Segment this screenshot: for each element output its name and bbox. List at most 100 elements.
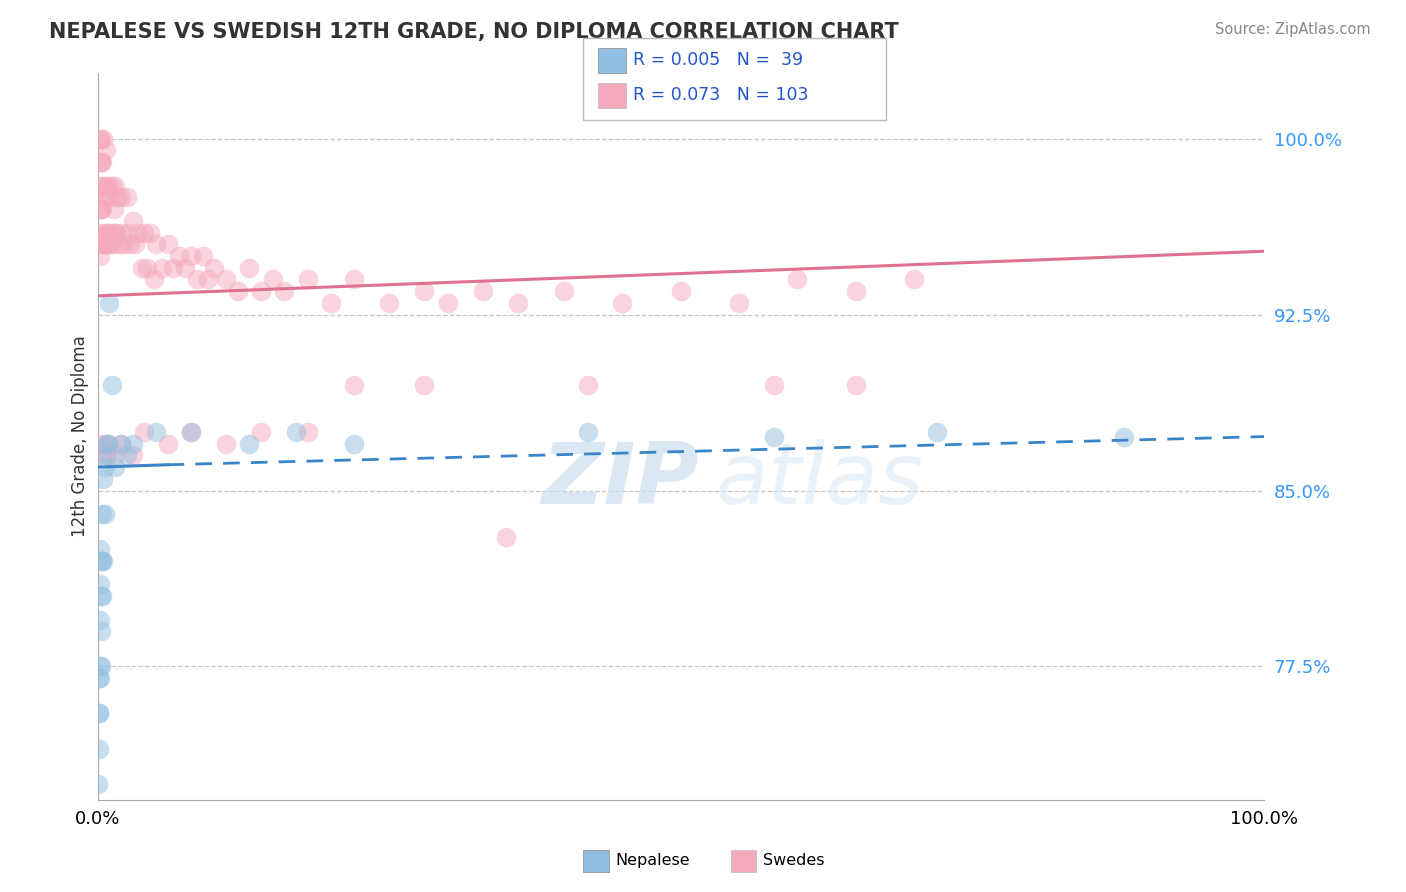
Point: [90, 659, 112, 673]
Point: [96, 226, 118, 240]
Point: [180, 249, 202, 263]
Point: [93, 460, 115, 475]
Point: [413, 284, 436, 298]
Point: [89, 202, 111, 216]
Point: [93, 237, 115, 252]
Point: [115, 190, 138, 204]
Point: [97, 178, 120, 193]
Point: [728, 296, 751, 310]
Point: [612, 296, 634, 310]
Point: [121, 449, 143, 463]
Point: [121, 436, 143, 450]
Point: [105, 226, 128, 240]
Point: [90, 131, 112, 145]
Point: [156, 237, 179, 252]
Point: [107, 190, 129, 204]
Point: [87, 131, 110, 145]
Point: [100, 378, 122, 392]
Point: [104, 449, 127, 463]
Point: [186, 272, 208, 286]
Point: [135, 260, 157, 275]
Point: [215, 272, 238, 286]
Point: [150, 260, 173, 275]
Point: [112, 237, 135, 252]
Point: [90, 589, 112, 603]
Point: [115, 226, 138, 240]
Text: Source: ZipAtlas.com: Source: ZipAtlas.com: [1215, 22, 1371, 37]
Point: [93, 190, 115, 204]
Point: [139, 226, 162, 240]
Point: [174, 260, 197, 275]
Point: [90, 237, 112, 252]
Point: [215, 436, 238, 450]
Point: [343, 436, 366, 450]
Point: [93, 507, 115, 521]
Point: [93, 131, 115, 145]
Point: [89, 155, 111, 169]
Point: [91, 155, 114, 169]
Point: [91, 237, 114, 252]
Point: [93, 178, 115, 193]
Point: [96, 449, 118, 463]
Point: [162, 260, 184, 275]
Point: [100, 226, 122, 240]
Point: [96, 449, 118, 463]
Point: [97, 436, 120, 450]
Point: [495, 531, 517, 545]
Text: R = 0.005   N =  39: R = 0.005 N = 39: [633, 51, 803, 69]
Point: [250, 425, 273, 439]
Point: [91, 589, 114, 603]
Point: [94, 237, 117, 252]
Point: [202, 260, 225, 275]
Point: [87, 741, 110, 756]
Point: [120, 237, 142, 252]
Point: [142, 272, 165, 286]
Point: [110, 436, 132, 450]
Point: [104, 226, 127, 240]
Point: [90, 155, 112, 169]
Point: [97, 226, 120, 240]
Point: [669, 284, 692, 298]
Point: [90, 554, 112, 568]
Text: R = 0.073   N = 103: R = 0.073 N = 103: [633, 86, 808, 103]
Point: [134, 425, 156, 439]
Point: [98, 436, 121, 450]
Point: [89, 613, 111, 627]
Point: [91, 507, 114, 521]
Point: [927, 425, 949, 439]
Point: [121, 214, 143, 228]
Point: [763, 429, 786, 443]
Point: [94, 436, 117, 450]
Point: [93, 554, 115, 568]
Point: [89, 671, 111, 685]
Point: [180, 425, 202, 439]
Point: [297, 425, 319, 439]
Point: [145, 425, 167, 439]
Point: [319, 296, 342, 310]
Point: [180, 425, 202, 439]
Point: [576, 378, 599, 392]
Point: [89, 436, 111, 450]
Point: [89, 577, 111, 591]
Point: [91, 202, 114, 216]
Point: [89, 659, 111, 673]
Point: [167, 249, 190, 263]
Point: [93, 226, 115, 240]
Point: [91, 449, 114, 463]
Point: [104, 178, 127, 193]
Point: [786, 272, 808, 286]
Text: NEPALESE VS SWEDISH 12TH GRADE, NO DIPLOMA CORRELATION CHART: NEPALESE VS SWEDISH 12TH GRADE, NO DIPLO…: [49, 22, 898, 42]
Point: [156, 436, 179, 450]
Point: [131, 260, 153, 275]
Point: [413, 378, 436, 392]
Point: [110, 436, 132, 450]
Point: [91, 554, 114, 568]
Point: [96, 178, 118, 193]
Point: [763, 378, 786, 392]
Point: [90, 202, 112, 216]
Point: [100, 178, 122, 193]
Point: [471, 284, 494, 298]
Point: [89, 249, 111, 263]
Point: [94, 190, 117, 204]
Point: [1112, 429, 1135, 443]
